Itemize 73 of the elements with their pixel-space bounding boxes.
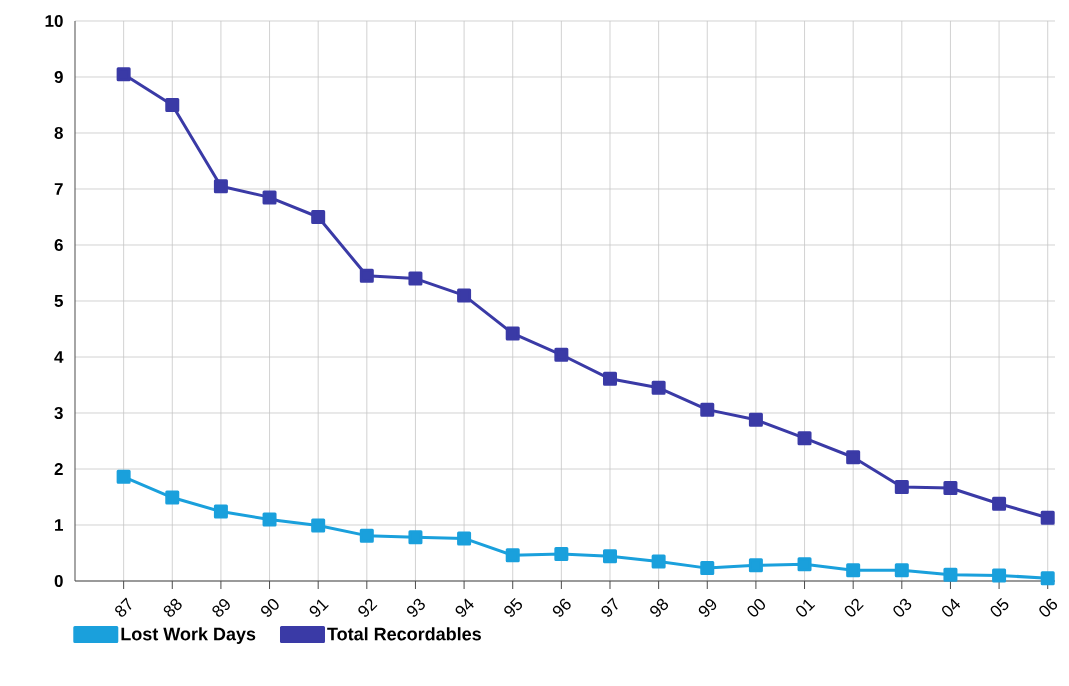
y-tick-label: 9 [54, 70, 63, 84]
x-tick-label: 96 [552, 598, 571, 617]
point [311, 518, 326, 533]
x-tick-label: 92 [358, 598, 378, 617]
y-tick-label: 8 [54, 126, 63, 140]
y-tick-label: 1 [55, 519, 63, 531]
point [894, 479, 909, 494]
point [116, 469, 131, 484]
point [992, 496, 1007, 511]
point [408, 530, 423, 545]
point [748, 412, 763, 427]
point [262, 512, 277, 527]
legend-label: Total Recordables [327, 627, 481, 641]
y-tick-label: 0 [54, 574, 63, 588]
point [311, 210, 326, 224]
x-tick-label: 01 [796, 599, 816, 617]
point [408, 271, 423, 286]
point [992, 568, 1007, 583]
x-tick-label: 99 [698, 599, 717, 617]
point [846, 563, 861, 578]
point [116, 67, 131, 82]
y-tick-label: 10 [45, 14, 63, 28]
point [457, 288, 472, 303]
x-tick-label: 02 [844, 598, 864, 617]
y-tick-label: 5 [54, 295, 63, 307]
point [554, 547, 569, 562]
point [894, 563, 909, 578]
point [165, 98, 180, 112]
x-tick-label: 03 [893, 598, 912, 617]
x-tick-label: 00 [747, 598, 766, 617]
point [165, 490, 180, 505]
point [457, 531, 472, 546]
point [943, 567, 958, 582]
y-tick-label: 3 [54, 406, 63, 420]
x-tick-label: 05 [990, 597, 1009, 617]
point [700, 561, 715, 576]
point [505, 326, 520, 341]
point [748, 558, 763, 573]
x-tick-label: 91 [309, 599, 329, 617]
y-tick-label: 2 [54, 463, 63, 475]
point [554, 347, 569, 362]
point [797, 557, 812, 572]
point [1040, 571, 1055, 586]
legend-label: Lost Work Days [121, 627, 256, 644]
point [797, 431, 812, 446]
point [359, 528, 374, 543]
point [700, 402, 715, 417]
point [1040, 510, 1055, 525]
x-tick-label: 90 [261, 598, 279, 617]
x-tick-label: 95 [504, 597, 523, 617]
point [651, 380, 666, 395]
x-tick-label: 04 [942, 598, 961, 617]
point [943, 481, 958, 496]
x-tick-label: 87 [115, 597, 132, 617]
point [846, 450, 861, 465]
point [651, 554, 666, 569]
point [505, 548, 520, 563]
x-tick-label: 97 [601, 597, 618, 617]
point [213, 504, 228, 519]
point [602, 371, 617, 386]
y-tick-label: 4 [54, 351, 64, 363]
x-tick-label: 89 [212, 599, 230, 617]
x-tick-label: 06 [1039, 598, 1058, 617]
point [213, 179, 228, 194]
y-tick-label: 6 [54, 238, 63, 252]
x-tick-label: 93 [406, 598, 425, 617]
x-tick-label: 94 [455, 598, 474, 617]
x-tick-label: 98 [650, 598, 669, 617]
y-tick-label: 7 [54, 183, 63, 195]
x-tick-label: 88 [163, 598, 182, 617]
point [602, 549, 617, 564]
point [359, 268, 374, 283]
point [262, 190, 277, 205]
